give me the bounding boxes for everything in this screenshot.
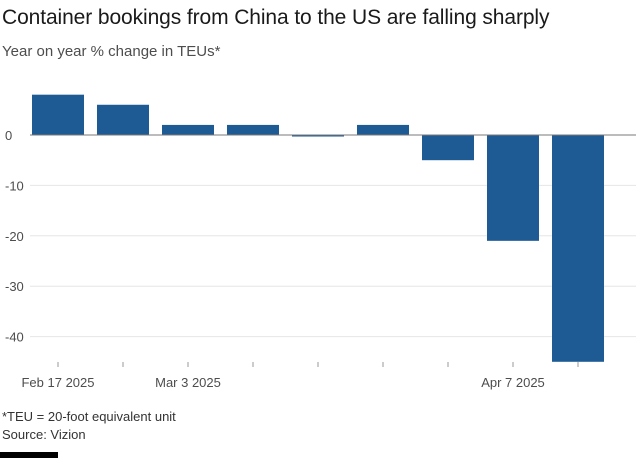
bar: [487, 135, 539, 241]
footnote: *TEU = 20-foot equivalent unit: [2, 409, 176, 424]
bar: [32, 94, 84, 135]
x-tick-labels: Feb 17 2025 Mar 3 2025 Apr 7 2025: [21, 375, 544, 390]
x-tick-label: Mar 3 2025: [155, 375, 221, 390]
bar: [227, 124, 279, 135]
y-tick-label: 0: [5, 128, 12, 143]
y-tick-label: -40: [5, 330, 24, 345]
brand-bar: [0, 452, 58, 458]
y-tick-label: -30: [5, 279, 24, 294]
chart-title: Container bookings from China to the US …: [2, 6, 550, 29]
bar: [292, 135, 344, 137]
source-note: Source: Vizion: [2, 427, 86, 442]
bar: [357, 124, 409, 135]
bar-chart: 0 -10 -20 -30 -40 Feb 17 2025 Mar 3 2025 Apr 7…: [5, 94, 636, 390]
y-tick-label: -20: [5, 229, 24, 244]
bar: [422, 135, 474, 161]
bar: [162, 124, 214, 135]
chart-subtitle: Year on year % change in TEUs*: [2, 43, 221, 60]
x-tick-label: Feb 17 2025: [21, 375, 94, 390]
y-tick-label: -10: [5, 178, 24, 193]
bar: [552, 135, 604, 362]
grid-lines: [30, 184, 636, 338]
bar: [97, 104, 149, 135]
x-tick-marks: [57, 362, 579, 367]
x-tick-label: Apr 7 2025: [481, 375, 545, 390]
bars: [32, 94, 604, 362]
y-tick-labels: 0 -10 -20 -30 -40: [5, 128, 24, 345]
